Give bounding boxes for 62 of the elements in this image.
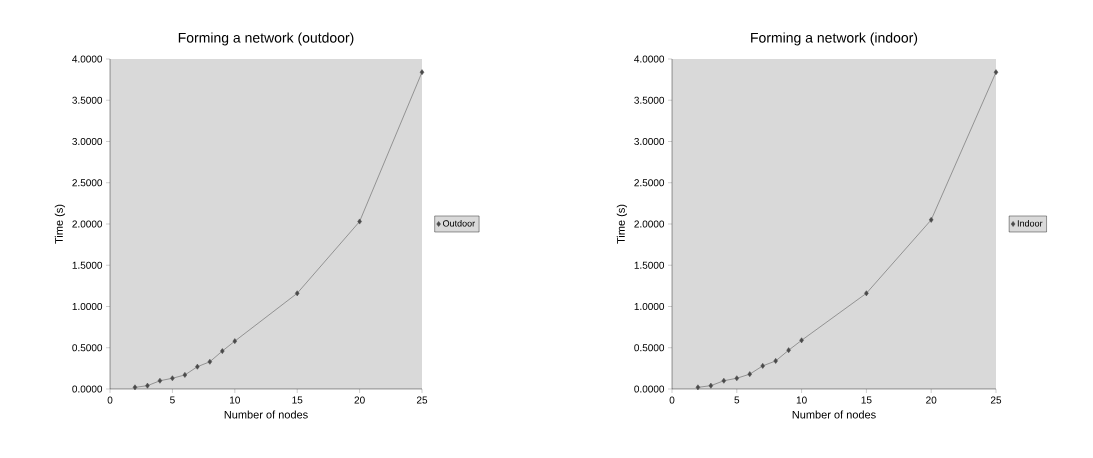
point	[773, 358, 778, 364]
y-axis-title: Time (s)	[54, 204, 66, 244]
point	[929, 217, 934, 223]
point	[695, 384, 701, 391]
point	[295, 290, 300, 297]
point	[864, 290, 869, 297]
chart-title: Forming a network (indoor)	[751, 32, 918, 46]
x-tick-label: 25	[990, 396, 1002, 404]
y-tick-label: 0.5000	[72, 344, 103, 352]
x-tick-label: 20	[354, 396, 365, 404]
point	[747, 371, 752, 377]
y-tick-label: 3.0000	[72, 137, 103, 146]
y-tick-label: 3.5000	[72, 96, 103, 104]
y-tick-label: 0.0000	[634, 385, 665, 393]
x-tick-label: 25	[416, 396, 428, 404]
y-tick-label: 4.0000	[634, 55, 665, 63]
x-tick-label: 10	[796, 396, 807, 404]
point	[786, 347, 791, 354]
y-tick-label: 4.0000	[72, 55, 103, 63]
point	[220, 348, 225, 354]
x-tick-label: 5	[170, 396, 175, 404]
point	[132, 384, 138, 391]
point	[734, 375, 739, 382]
legend-label: Outdoor	[443, 219, 475, 227]
y-tick-label: 1.5000	[72, 261, 103, 269]
x-tick-label: 0	[669, 396, 675, 404]
y-tick-label: 1.0000	[634, 302, 665, 311]
y-tick-label: 2.5000	[72, 179, 103, 187]
point	[207, 358, 213, 365]
point	[195, 363, 200, 370]
y-tick-label: 3.5000	[634, 96, 665, 104]
x-tick-label: 5	[734, 396, 740, 404]
legend-label: Indoor	[1017, 219, 1043, 227]
y-tick-label: 1.5000	[634, 261, 665, 269]
x-axis-title: Number of nodes	[224, 410, 308, 419]
x-tick-label: 15	[292, 396, 303, 404]
x-axis-title: Number of nodes	[792, 410, 876, 419]
point	[799, 337, 804, 344]
chart-title: Forming a network (outdoor)	[178, 32, 354, 46]
point	[232, 338, 238, 344]
point	[419, 69, 425, 76]
y-tick-label: 0.5000	[634, 344, 665, 352]
x-tick-label: 10	[230, 396, 240, 404]
y-tick-label: 1.0000	[72, 302, 103, 311]
x-tick-label: 20	[926, 396, 937, 404]
point	[145, 382, 150, 389]
point	[760, 363, 765, 369]
point	[357, 218, 362, 225]
x-tick-label: 0	[107, 396, 113, 404]
x-tick-label: 15	[861, 396, 872, 404]
point	[182, 372, 188, 378]
y-tick-label: 2.0000	[72, 220, 103, 228]
y-tick-label: 2.5000	[634, 179, 665, 187]
point	[170, 375, 175, 382]
y-tick-label: 2.0000	[634, 220, 665, 228]
point	[721, 377, 727, 384]
point	[993, 69, 999, 76]
y-tick-label: 3.0000	[634, 137, 665, 146]
y-axis-title: Time (s)	[616, 204, 628, 244]
point	[708, 382, 714, 389]
y-tick-label: 0.0000	[72, 385, 103, 393]
point	[157, 377, 163, 384]
